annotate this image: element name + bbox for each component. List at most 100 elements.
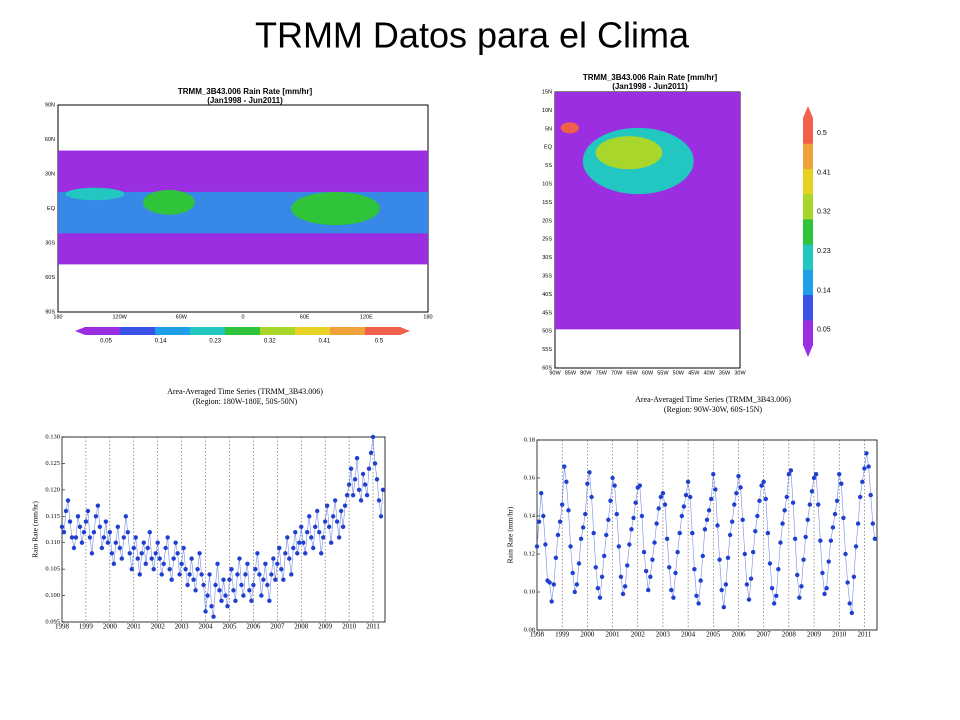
- data-point: [113, 540, 119, 545]
- data-point: [688, 494, 693, 500]
- data-point: [771, 601, 777, 606]
- data-point: [801, 557, 806, 562]
- data-point: [195, 566, 200, 572]
- data-point: [608, 498, 613, 503]
- data-point: [209, 603, 214, 609]
- data-point: [709, 496, 714, 502]
- lon-label: 35W: [719, 370, 731, 376]
- data-point: [547, 580, 552, 585]
- colorbar-swatch: [803, 118, 813, 144]
- data-point: [717, 557, 722, 562]
- colorbar-swatch: [190, 327, 226, 335]
- x-tick-label: 2007: [270, 623, 285, 631]
- data-point: [536, 519, 542, 524]
- data-point: [587, 470, 592, 475]
- data-point: [77, 524, 83, 530]
- data-point: [790, 500, 796, 505]
- data-point: [103, 519, 109, 524]
- data-point: [759, 483, 764, 488]
- data-point: [149, 556, 154, 561]
- lon-label: 60E: [300, 314, 310, 320]
- data-point: [864, 451, 869, 456]
- x-tick-label: 2002: [631, 631, 646, 639]
- data-point: [93, 514, 99, 519]
- data-point: [203, 609, 208, 614]
- data-point: [231, 588, 236, 593]
- data-point: [845, 580, 850, 585]
- data-point: [652, 540, 657, 545]
- data-point: [740, 517, 745, 522]
- data-point: [811, 475, 817, 481]
- data-point: [378, 514, 384, 519]
- lat-label: 50S: [542, 329, 552, 335]
- data-point: [161, 561, 166, 567]
- data-point: [350, 492, 356, 498]
- data-point: [681, 504, 687, 509]
- lat-label: 60N: [45, 137, 55, 143]
- data-point: [725, 555, 731, 560]
- data-point: [227, 577, 232, 582]
- data-point: [807, 502, 813, 507]
- colorbar-end: [803, 345, 813, 357]
- colorbar-label: 0.23: [209, 339, 221, 345]
- data-point: [795, 572, 800, 578]
- data-point: [269, 572, 274, 577]
- data-point: [774, 593, 779, 598]
- data-point: [263, 561, 268, 567]
- colorbar-label: 0.5: [375, 339, 384, 345]
- data-point: [315, 508, 320, 514]
- data-point: [129, 566, 134, 572]
- lon-label: 75W: [596, 370, 608, 376]
- data-point: [157, 556, 162, 561]
- data-point: [354, 455, 360, 461]
- data-point: [664, 536, 670, 541]
- colorbar-label: 0.41: [319, 339, 331, 345]
- data-point: [692, 567, 697, 572]
- lat-label: 20S: [542, 218, 552, 224]
- rain-band: [65, 187, 125, 201]
- lat-label: 60S: [542, 365, 552, 371]
- x-tick-label: 2006: [246, 623, 261, 631]
- data-point: [671, 595, 676, 600]
- data-point: [696, 601, 701, 606]
- data-point: [822, 591, 827, 597]
- chart-title: Area-Averaged Time Series (TRMM_3B43.006…: [167, 387, 323, 396]
- data-point: [328, 540, 334, 545]
- x-tick-label: 2008: [782, 631, 797, 639]
- data-point: [115, 524, 121, 530]
- data-point: [723, 582, 729, 587]
- data-point: [159, 572, 164, 577]
- data-point: [177, 572, 182, 577]
- x-tick-label: 1998: [530, 631, 545, 639]
- data-point: [273, 577, 278, 582]
- y-tick-label: 0.14: [524, 512, 536, 519]
- lon-label: 45W: [688, 370, 700, 376]
- y-tick-label: 0.10: [524, 588, 535, 595]
- data-point: [167, 566, 172, 572]
- data-point: [765, 530, 771, 536]
- x-tick-label: 2009: [318, 623, 333, 631]
- data-point: [824, 586, 829, 591]
- data-point: [169, 577, 174, 582]
- lon-label: 0: [241, 314, 244, 320]
- data-point: [163, 545, 168, 551]
- data-point: [301, 540, 306, 545]
- data-point: [591, 530, 596, 536]
- data-point: [147, 529, 152, 535]
- data-point: [675, 549, 680, 555]
- data-point: [715, 523, 720, 528]
- data-point: [851, 574, 857, 579]
- data-point: [776, 567, 781, 572]
- data-point: [729, 519, 735, 524]
- data-point: [336, 535, 342, 540]
- data-point: [543, 542, 548, 547]
- colorbar-label: 0.5: [817, 130, 827, 137]
- data-point: [732, 502, 737, 507]
- data-point: [289, 572, 294, 577]
- data-point: [313, 524, 318, 530]
- x-tick-label: 2005: [222, 623, 237, 631]
- data-point: [75, 514, 81, 519]
- data-point: [700, 553, 705, 559]
- data-point: [654, 521, 659, 526]
- lat-label: 90S: [45, 309, 55, 315]
